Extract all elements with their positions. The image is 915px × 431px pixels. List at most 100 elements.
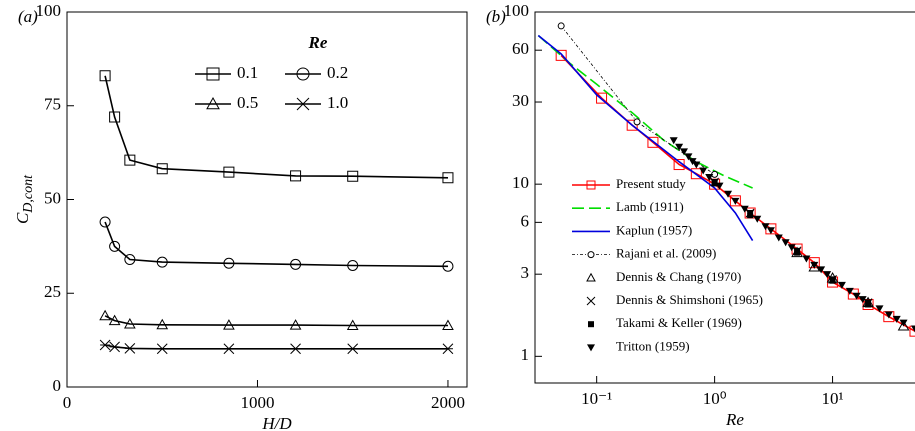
y-tick-label: 50 — [44, 188, 61, 207]
marker — [442, 172, 454, 184]
series-line — [104, 315, 448, 327]
y-tick-label: 10 — [512, 173, 529, 192]
marker — [852, 292, 861, 300]
marker — [109, 341, 120, 353]
series-line — [560, 54, 915, 332]
y-tick-label: 75 — [44, 95, 61, 114]
marker — [109, 111, 121, 123]
marker — [557, 22, 565, 30]
marker — [899, 319, 908, 327]
legend-label: Dennis & Chang (1970) — [616, 269, 741, 284]
marker — [679, 148, 688, 156]
marker — [555, 49, 567, 61]
marker — [290, 258, 302, 270]
legend-label: Kaplun (1957) — [616, 222, 692, 237]
marker — [99, 70, 111, 82]
marker — [346, 319, 359, 330]
marker — [99, 309, 111, 321]
marker — [909, 325, 915, 337]
marker — [828, 276, 837, 284]
marker — [586, 180, 596, 190]
panel-label: (a) — [18, 7, 38, 26]
marker — [710, 178, 719, 186]
marker — [99, 339, 111, 351]
marker — [746, 210, 755, 218]
y-tick-label: 6 — [521, 211, 530, 230]
marker — [596, 92, 608, 104]
marker — [781, 239, 790, 247]
x-tick-label: 1000 — [240, 393, 274, 412]
marker — [442, 260, 454, 272]
marker — [715, 182, 724, 190]
series-line — [537, 34, 754, 242]
legend-label: Tritton (1959) — [616, 338, 690, 353]
marker — [705, 174, 714, 182]
x-axis-label: H/D — [261, 414, 292, 431]
marker — [206, 67, 220, 81]
y-tick-label: 60 — [512, 39, 529, 58]
marker — [347, 343, 359, 355]
marker — [124, 254, 136, 265]
y-axis-label-sub: D,cont — [21, 174, 36, 214]
marker — [586, 272, 596, 282]
panel-label: (b) — [486, 7, 506, 26]
x-tick-label: 10⁰ — [703, 389, 727, 408]
marker — [892, 315, 901, 323]
marker — [290, 343, 301, 355]
marker — [690, 168, 702, 180]
marker — [692, 161, 701, 169]
marker — [223, 166, 235, 178]
marker — [699, 167, 708, 175]
marker — [808, 261, 821, 272]
marker — [156, 318, 169, 330]
series-line — [104, 344, 448, 350]
marker — [774, 234, 783, 242]
marker — [109, 240, 121, 252]
marker — [766, 227, 775, 235]
marker — [823, 271, 832, 279]
marker — [586, 296, 596, 306]
marker — [793, 247, 802, 255]
marker — [124, 317, 136, 329]
marker — [884, 311, 893, 319]
marker — [223, 343, 235, 355]
marker — [864, 299, 873, 307]
legend-label: Takami & Keller (1969) — [616, 315, 742, 330]
marker — [911, 325, 915, 333]
marker — [296, 97, 310, 111]
marker — [647, 136, 659, 148]
marker — [810, 261, 819, 269]
marker — [347, 260, 359, 271]
marker — [675, 143, 684, 151]
y-tick-label: 100 — [36, 1, 62, 20]
axes-frame — [534, 11, 915, 384]
y-tick-label: 3 — [521, 263, 530, 282]
legend-title: Re — [308, 33, 328, 52]
marker — [99, 216, 111, 228]
marker — [633, 118, 641, 126]
y-tick-label: 100 — [504, 1, 530, 20]
y-axis-label-main: C — [13, 212, 32, 224]
marker — [729, 195, 741, 207]
x-tick-label: 0 — [63, 393, 72, 412]
axes-frame — [66, 11, 468, 388]
marker — [724, 190, 733, 198]
marker — [897, 319, 910, 331]
marker — [442, 319, 454, 330]
series-line — [104, 221, 449, 268]
x-tick-label: 10¹ — [822, 389, 844, 408]
marker — [442, 343, 454, 355]
marker — [787, 244, 796, 252]
marker — [669, 137, 678, 145]
legend-label: 0.2 — [327, 63, 348, 82]
marker — [290, 170, 302, 182]
x-tick-label: 10⁻¹ — [581, 389, 612, 408]
marker — [124, 343, 136, 354]
y-axis-label: CD,cont — [13, 174, 36, 224]
marker — [684, 153, 693, 161]
marker — [108, 314, 121, 326]
x-tick-label: 2000 — [431, 393, 465, 412]
marker — [845, 287, 854, 295]
marker — [858, 296, 867, 304]
